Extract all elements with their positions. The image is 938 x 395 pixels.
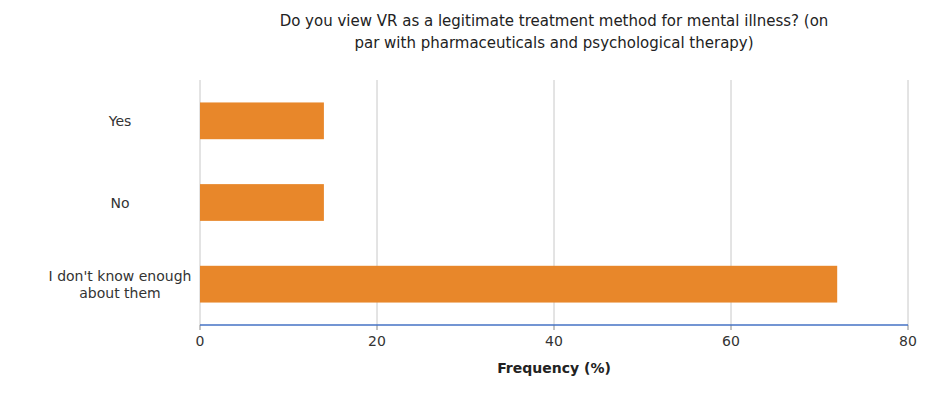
tick-label: 0 — [196, 333, 205, 349]
chart-svg: Do you view VR as a legitimate treatment… — [0, 0, 938, 395]
bar — [200, 266, 837, 303]
bar — [200, 102, 324, 139]
category-label: Yes — [108, 113, 132, 129]
chart-container: Do you view VR as a legitimate treatment… — [0, 0, 938, 395]
tick-label: 40 — [545, 333, 563, 349]
y-axis: I don't know enoughabout them No Yes — [49, 113, 192, 301]
axis-line — [200, 324, 908, 326]
category-label: No — [110, 195, 129, 211]
tick-label: 80 — [899, 333, 917, 349]
bars — [200, 102, 837, 302]
category-label: I don't know enoughabout them — [49, 268, 192, 301]
bar — [200, 184, 324, 221]
grid — [200, 80, 908, 325]
tick-label: 60 — [722, 333, 740, 349]
x-axis-label: Frequency (%) — [497, 360, 611, 376]
tick-label: 20 — [368, 333, 386, 349]
chart-title: Do you view VR as a legitimate treatment… — [280, 12, 829, 52]
grid-line — [908, 80, 909, 325]
x-axis: 0 20 40 60 80 — [196, 325, 917, 349]
